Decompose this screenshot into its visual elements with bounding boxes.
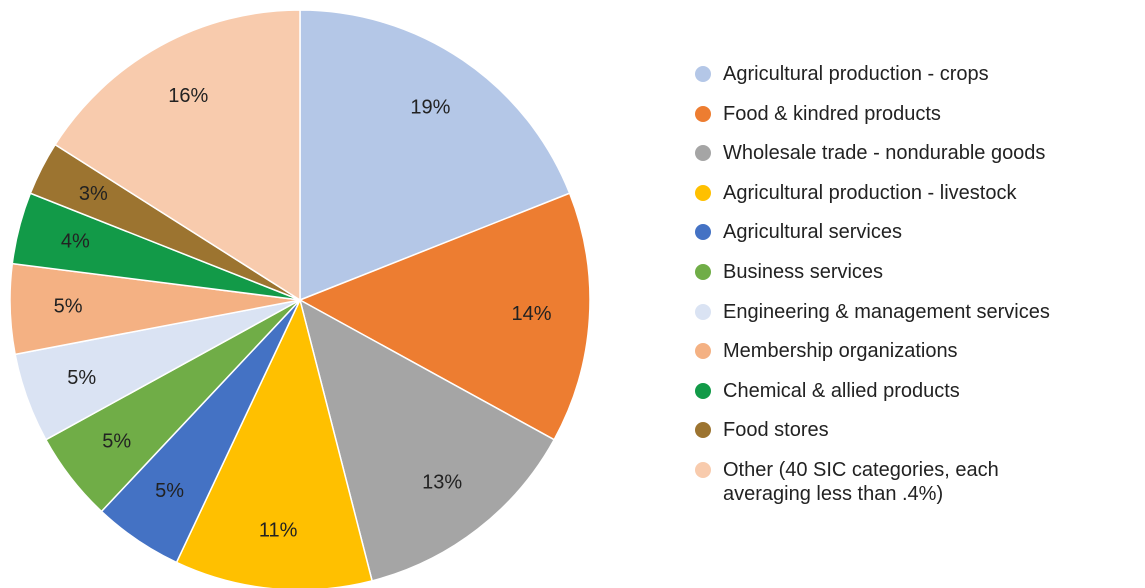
legend-label: Food & kindred products <box>723 102 941 125</box>
data-label: 5% <box>54 296 83 318</box>
legend-label: Agricultural services <box>723 221 902 244</box>
legend-item: Agricultural production - livestock <box>693 181 1145 221</box>
pie-slice <box>54 9 301 302</box>
legend-item: Chemical & allied products <box>693 379 1145 419</box>
legend-item: Membership organizations <box>693 339 1145 379</box>
legend-label: Chemical & allied products <box>723 379 960 402</box>
data-label: 3% <box>79 183 108 205</box>
data-label: 19% <box>410 96 450 118</box>
data-label: 5% <box>155 480 184 502</box>
legend-item: Food & kindred products <box>693 102 1145 142</box>
pie: 19% 14% 13% 11% 5% 5% 5% 5% 4% 3% 16% <box>9 9 591 588</box>
legend-label: Business services <box>723 260 884 283</box>
pie-slice <box>299 9 571 302</box>
legend: Agricultural production - crops Food & ki… <box>693 62 1145 505</box>
data-label: 11% <box>259 519 298 541</box>
pie-slice <box>298 192 591 441</box>
legend-label: Agricultural production - livestock <box>723 181 1017 204</box>
legend-marker <box>695 224 711 241</box>
legend-marker <box>695 343 711 360</box>
data-label: 5% <box>102 430 131 452</box>
legend-item: Agricultural production - crops <box>693 62 1145 102</box>
data-label: 5% <box>67 367 96 389</box>
legend-item: Wholesale trade - nondurable goods <box>693 141 1145 181</box>
data-label: 4% <box>61 231 90 253</box>
legend-item: Other (40 SIC categories, each averaging… <box>693 458 1145 505</box>
legend-marker <box>695 66 711 82</box>
legend-marker <box>695 461 711 478</box>
data-label: 13% <box>422 472 462 494</box>
legend-label: Other (40 SIC categories, each averaging… <box>723 458 999 505</box>
legend-marker <box>695 184 711 201</box>
legend-label: Membership organizations <box>723 340 958 363</box>
legend-marker <box>695 145 711 162</box>
legend-marker <box>695 105 711 122</box>
legend-item: Agricultural services <box>693 220 1145 260</box>
legend-marker <box>695 303 711 320</box>
legend-marker <box>695 263 711 280</box>
legend-item: Engineering & management services <box>693 300 1145 340</box>
legend-label: Wholesale trade - nondurable goods <box>723 142 1046 165</box>
legend-label: Agricultural production - crops <box>723 63 989 85</box>
legend-label: Engineering & management services <box>723 300 1050 323</box>
legend-marker <box>695 422 711 439</box>
legend-marker <box>695 382 711 399</box>
legend-item: Business services <box>693 260 1145 300</box>
data-label: 14% <box>512 303 552 325</box>
pie-slice <box>175 297 374 588</box>
pie-slice <box>298 298 556 582</box>
legend-label: Food stores <box>723 419 829 442</box>
legend-item: Food stores <box>693 418 1145 458</box>
data-label: 16% <box>168 85 208 107</box>
